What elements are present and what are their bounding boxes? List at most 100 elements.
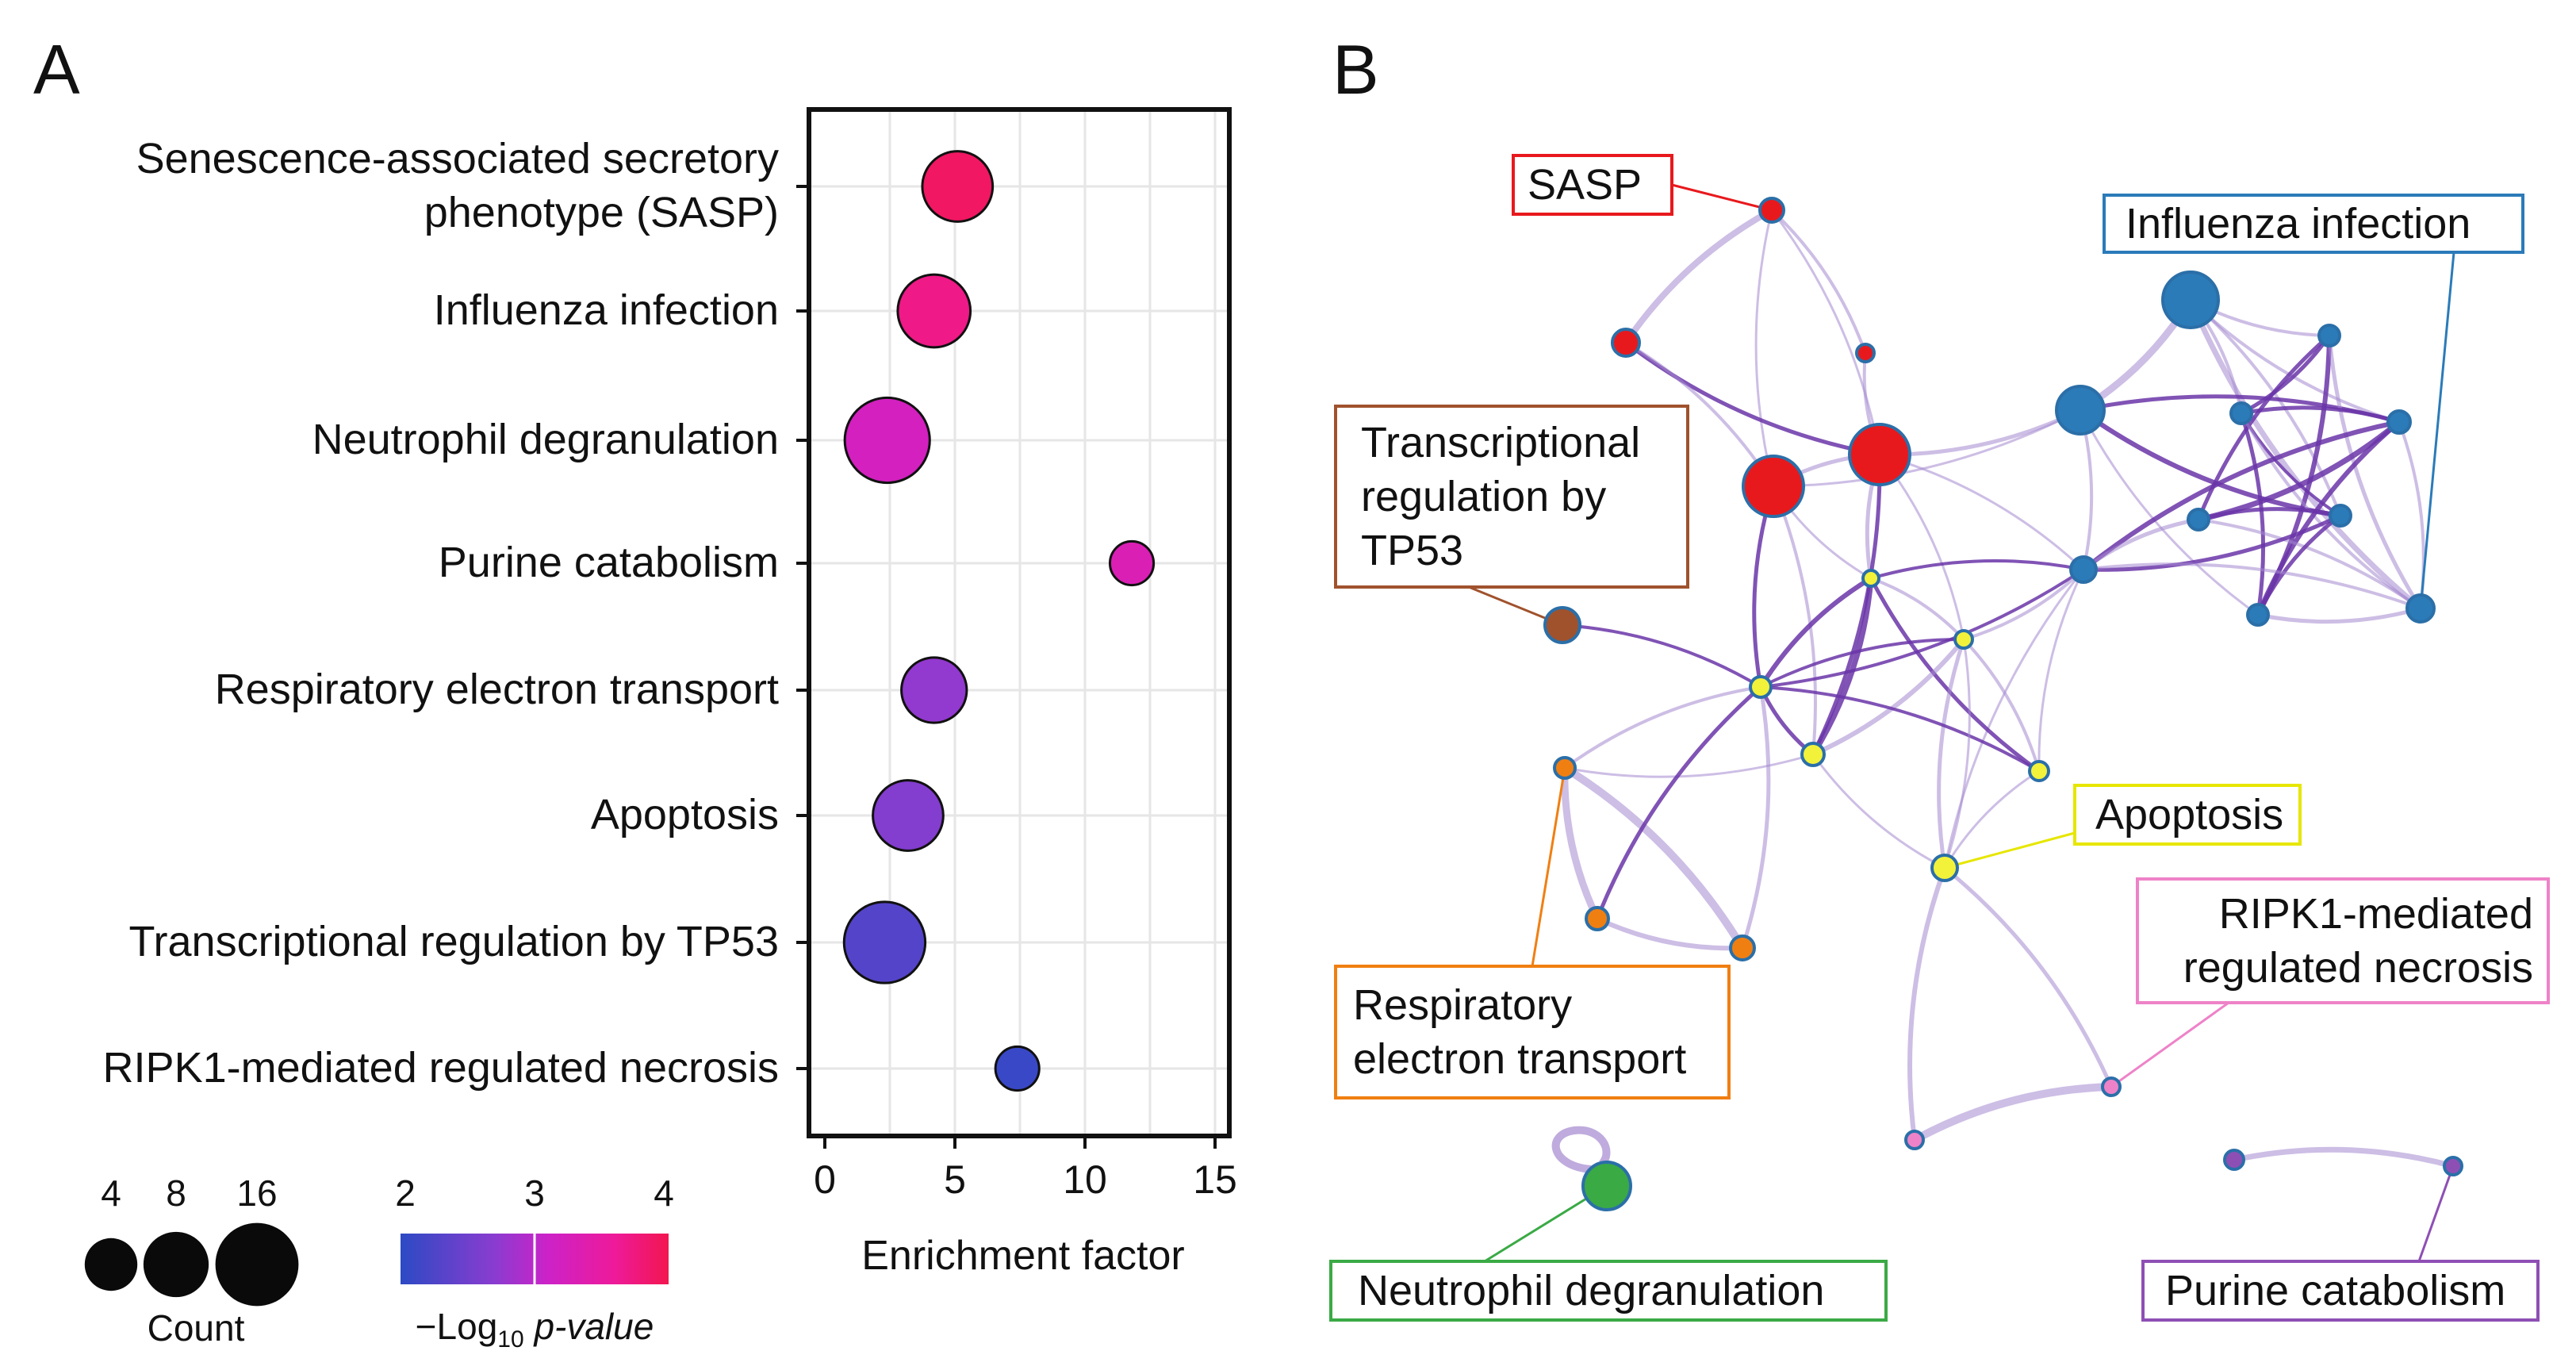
network-edge [1869,576,2041,773]
cluster-label-text: electron transport [1353,1035,1686,1083]
network-edge [1561,624,1762,689]
network-edge [1551,1126,1611,1173]
network-edge [1595,685,1763,921]
network-edge [1869,558,2085,580]
cluster-label-box [2136,877,2550,1004]
network-node [1758,197,1785,224]
leader-line [1531,767,1566,967]
network-node [1800,742,1826,767]
cluster-label-text: RIPK1-mediated [2219,890,2533,938]
network-edge [1770,209,1867,355]
leader-line [2419,251,2455,609]
enrichment-chart: Senescence-associated secretory phenotype… [103,107,1237,1279]
network-edge [2196,507,2343,522]
network-labels: SASP Influenza infection Transcriptional re… [1329,154,2550,1322]
network-edge [1758,576,1873,689]
y-tick-label: Influenza infection [434,286,779,334]
network-node [1611,328,1641,358]
network-node [1543,606,1581,644]
cluster-label-text: Influenza infection [2126,200,2471,248]
network-node [1729,934,1756,961]
network-edge [2239,411,2266,617]
network-node [1742,455,1805,518]
network-edge [1911,1083,2115,1144]
data-point [896,273,972,349]
network-node [2246,603,2270,627]
network-edge [2081,513,2343,572]
network-leader-lines [1468,183,2455,1263]
network-edge [2256,513,2343,617]
cluster-label-text: TP53 [1361,527,1463,574]
cluster-label-box [1334,965,1731,1099]
cluster-label-box [2073,784,2302,846]
network-node [1904,1130,1925,1150]
network-edge [1561,764,1746,952]
network-node [2069,555,2098,584]
data-point [994,1045,1041,1092]
plot-frame [807,107,1232,1138]
network-node [2161,271,2220,329]
size-legend-value: 8 [166,1172,186,1214]
network-node [2229,401,2253,425]
cluster-label-text: SASP [1528,161,1642,209]
cluster-label-box [1334,405,1689,589]
color-legend-title: −Log10 p-value [416,1306,654,1353]
network-edge [1563,685,1762,769]
network-edge [1942,865,2114,1089]
cluster-label-text: Apoptosis [2095,791,2283,839]
x-tick-label: 10 [1063,1157,1107,1202]
cluster-label-text: Neutrophil degranulation [1358,1267,1824,1314]
network-edge [1563,753,1815,778]
network-edge [1561,764,1601,923]
color-legend-tick: 2 [395,1172,416,1214]
color-legend-title-sub: 10 [497,1326,523,1353]
data-point [842,900,927,984]
legend-area: 4 8 16 Count 2 3 4 −Log10 p-value [84,1172,674,1353]
network-node [2055,385,2106,436]
network-edge [1770,209,1881,456]
data-point [921,150,995,223]
color-legend-title-prefix: −Log [416,1306,498,1347]
x-tick-label: 5 [944,1157,966,1202]
network-edge [1740,685,1771,950]
cluster-label-text: Respiratory [1353,981,1572,1029]
leader-line [2417,1165,2455,1262]
x-tick-label: 0 [814,1157,836,1202]
y-tick-label: Apoptosis [591,791,779,839]
x-axis-label: Enrichment factor [861,1233,1185,1279]
network-node [2187,508,2210,531]
network-edge [1943,568,2085,869]
y-tick-label: Neutrophil degranulation [312,416,779,463]
network-edge [1937,637,1966,870]
y-tick-label: Transcriptional regulation by TP53 [129,918,779,965]
size-legend-dot [215,1222,299,1307]
x-tick-label: 15 [1193,1157,1237,1202]
network-edge [1943,638,1971,869]
cluster-label-box [1329,1260,1888,1322]
y-tick-label: Respiratory electron transport [215,666,779,713]
size-legend-title: Count [148,1307,245,1349]
network-edge [1810,575,1874,758]
network-edge [2081,420,2402,572]
network-node [1585,906,1610,931]
network-node [1581,1161,1632,1211]
network-node [2386,409,2412,435]
network-edge [2081,517,2201,572]
cluster-label-text: regulation by [1361,473,1606,520]
y-tick-label: phenotype (SASP) [424,189,779,236]
network-node [2317,324,2341,347]
network-edge [1811,637,1966,757]
color-legend-tick: 4 [654,1172,674,1214]
data-point [843,396,931,485]
network-node [1553,756,1577,780]
y-tick-label: Purine catabolism [439,539,779,586]
network-edge [2037,568,2085,773]
network-node [1930,854,1959,882]
network-node [2329,504,2352,528]
panel-a-label: A [33,30,80,109]
network-node [1953,629,1974,650]
size-legend: 4 8 16 [84,1172,299,1307]
network-edge [2187,297,2424,612]
cluster-label-box [1512,154,1673,216]
